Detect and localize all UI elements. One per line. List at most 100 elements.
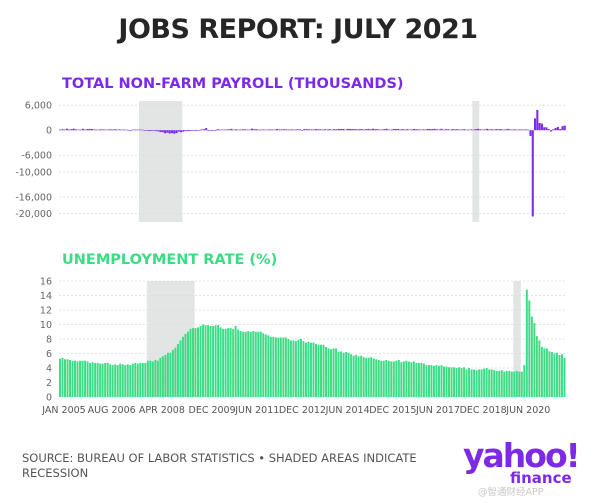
bar — [79, 360, 82, 397]
bar — [307, 129, 310, 131]
bar — [301, 130, 304, 131]
bar — [402, 361, 405, 397]
bar — [139, 362, 142, 397]
bar — [262, 129, 265, 131]
x-tick-label: DEC 2009 — [189, 405, 236, 416]
bar — [342, 128, 345, 131]
bar — [202, 324, 205, 397]
bar — [560, 354, 563, 397]
bar — [385, 128, 388, 131]
bar — [488, 129, 491, 131]
bar — [399, 129, 402, 131]
bar — [247, 331, 250, 397]
bar — [408, 129, 411, 131]
bar — [239, 129, 242, 131]
bar — [294, 341, 297, 397]
bar — [470, 369, 473, 397]
bar — [76, 361, 79, 397]
bar — [450, 367, 453, 397]
y-tick-label: 0 — [46, 393, 52, 404]
bar — [109, 129, 112, 131]
bar — [315, 344, 317, 397]
bar — [259, 129, 263, 131]
bar — [145, 130, 148, 131]
bar — [143, 130, 146, 131]
bar — [222, 328, 225, 397]
bar — [333, 129, 336, 131]
bar — [259, 331, 262, 397]
bar — [124, 365, 127, 397]
bar — [223, 129, 226, 131]
bar — [61, 357, 64, 397]
bar — [114, 364, 117, 397]
bar — [465, 129, 468, 131]
bar — [510, 371, 513, 397]
bar — [449, 129, 452, 131]
bar — [394, 128, 397, 131]
bar — [161, 130, 164, 133]
bar — [217, 325, 220, 397]
bar — [104, 362, 107, 397]
bar — [362, 357, 365, 397]
bar — [326, 129, 329, 131]
bar — [116, 129, 119, 131]
bar — [453, 367, 456, 397]
bar — [367, 357, 370, 397]
bar — [84, 129, 87, 131]
bar — [447, 129, 450, 131]
bar — [503, 371, 506, 397]
bar — [129, 365, 132, 397]
bar — [390, 129, 393, 131]
bar — [227, 328, 230, 397]
bar — [362, 129, 365, 131]
bar — [424, 129, 427, 131]
bar — [435, 365, 438, 397]
bar — [382, 360, 385, 397]
bar — [86, 129, 89, 131]
bar — [523, 365, 526, 397]
bar — [77, 129, 80, 131]
bar — [284, 337, 287, 397]
bar — [272, 336, 275, 397]
bar — [390, 361, 393, 397]
bar — [106, 129, 110, 131]
bar — [420, 362, 423, 397]
bar — [563, 125, 566, 131]
bar — [207, 130, 210, 131]
bar — [149, 360, 152, 397]
y-tick-label: -6,000 — [21, 151, 52, 162]
bar — [189, 130, 192, 132]
bar — [249, 331, 252, 397]
bar — [460, 368, 463, 397]
bar — [483, 368, 486, 397]
bar — [432, 365, 435, 397]
bar — [302, 341, 305, 397]
bar — [287, 129, 290, 131]
bar — [216, 129, 219, 131]
bar — [479, 129, 482, 131]
yahoo-logo: yahoo! — [463, 436, 581, 475]
recession-band — [513, 281, 521, 397]
bar — [202, 129, 205, 131]
bar — [533, 323, 536, 397]
bar — [109, 364, 112, 397]
bar — [545, 127, 548, 131]
payroll-chart-title: TOTAL NON-FARM PAYROLL (THOUSANDS) — [62, 76, 404, 92]
bar — [257, 331, 260, 397]
bar — [378, 129, 381, 131]
x-tick-label: DEC 2015 — [369, 405, 416, 416]
bar — [335, 348, 338, 397]
bar — [397, 129, 400, 131]
bar — [323, 129, 326, 131]
bar — [357, 356, 360, 397]
bar — [395, 360, 398, 397]
bar — [463, 367, 466, 397]
bar — [289, 340, 292, 397]
bar — [545, 348, 548, 397]
bar — [392, 129, 395, 131]
bar — [95, 129, 98, 131]
y-tick-label: 16 — [40, 277, 52, 288]
bar — [377, 360, 380, 397]
bar — [518, 129, 521, 131]
bar — [171, 349, 174, 397]
